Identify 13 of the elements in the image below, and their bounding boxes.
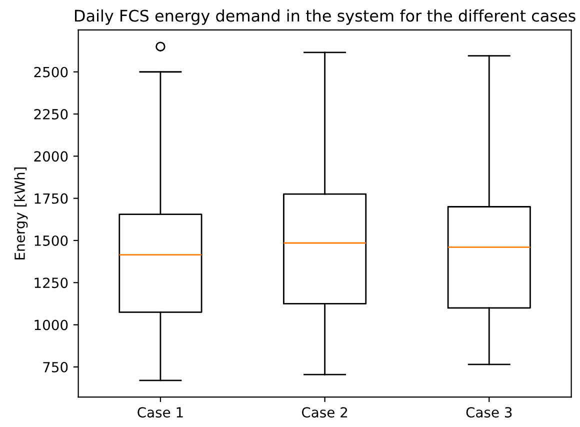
y-tick-label: 1500 (34, 235, 68, 246)
chart-title: Daily FCS energy demand in the system for the different cases (75, 9, 576, 25)
y-tick-label: 1750 (34, 193, 68, 204)
y-tick-label: 1000 (34, 320, 68, 330)
x-tick-label: Case 3 (466, 407, 512, 418)
x-tick-label: Case 2 (302, 407, 348, 418)
x-tick-label: Case 1 (138, 407, 183, 418)
y-tick-label: 1250 (34, 278, 68, 288)
y-axis-title: Energy [kWh] (14, 167, 28, 260)
y-tick-label: 2500 (34, 66, 68, 78)
y-tick-label: 2000 (34, 151, 68, 162)
y-tick-label: 2250 (34, 108, 68, 120)
y-tick-label: 750 (43, 362, 68, 372)
